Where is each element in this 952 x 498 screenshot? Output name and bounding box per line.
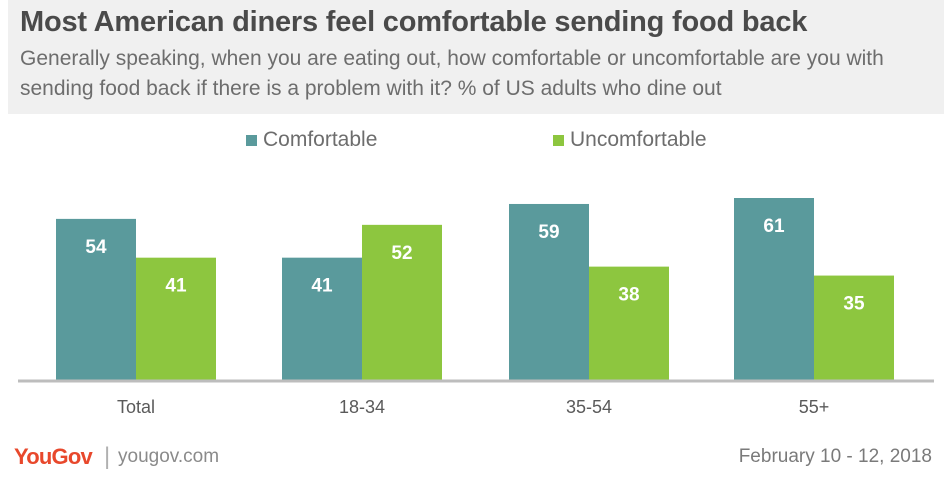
legend-label-comfortable: Comfortable: [263, 128, 378, 151]
data-label-comfortable-3: 61: [763, 216, 785, 237]
data-label-uncomfortable-0: 41: [165, 276, 187, 297]
bar-uncomfortable-3: [814, 275, 894, 380]
legend: Comfortable Uncomfortable: [0, 128, 952, 154]
data-label-uncomfortable-1: 52: [391, 243, 412, 264]
category-label-3: 55+: [799, 397, 830, 417]
footer-site: yougov.com: [118, 446, 220, 467]
bar-uncomfortable-2: [589, 266, 669, 380]
data-label-comfortable-0: 54: [85, 237, 107, 258]
legend-swatch-comfortable: [246, 134, 257, 146]
chart-title: Most American diners feel comfortable se…: [20, 6, 808, 38]
header-panel: Most American diners feel comfortable se…: [8, 0, 944, 114]
category-label-1: 18-34: [339, 397, 385, 417]
chart-subtitle: Generally speaking, when you are eating …: [20, 47, 884, 100]
data-label-comfortable-2: 59: [538, 222, 559, 243]
bar-comfortable-1: [282, 257, 362, 380]
legend-swatch-uncomfortable: [553, 134, 564, 146]
legend-item-uncomfortable: Uncomfortable: [553, 128, 707, 152]
category-label-0: Total: [117, 397, 155, 417]
yougov-logo: YouGov: [14, 444, 93, 469]
bar-comfortable-0: [56, 218, 136, 380]
footer-separator: |: [104, 443, 111, 470]
legend-label-uncomfortable: Uncomfortable: [570, 128, 707, 151]
legend-item-comfortable: Comfortable: [246, 128, 377, 152]
bar-uncomfortable-1: [362, 224, 442, 380]
bar-chart: 54 41 Total 41 52 18-34 59 38 35-54 61 35 55+: [18, 198, 934, 417]
data-label-uncomfortable-2: 38: [618, 285, 639, 306]
bar-comfortable-3: [734, 198, 814, 380]
category-label-2: 35-54: [566, 397, 612, 417]
data-label-comfortable-1: 41: [311, 276, 333, 297]
data-label-uncomfortable-3: 35: [843, 294, 865, 315]
bar-comfortable-2: [509, 203, 589, 380]
footer-date: February 10 - 12, 2018: [738, 446, 932, 467]
bar-uncomfortable-0: [136, 257, 216, 380]
